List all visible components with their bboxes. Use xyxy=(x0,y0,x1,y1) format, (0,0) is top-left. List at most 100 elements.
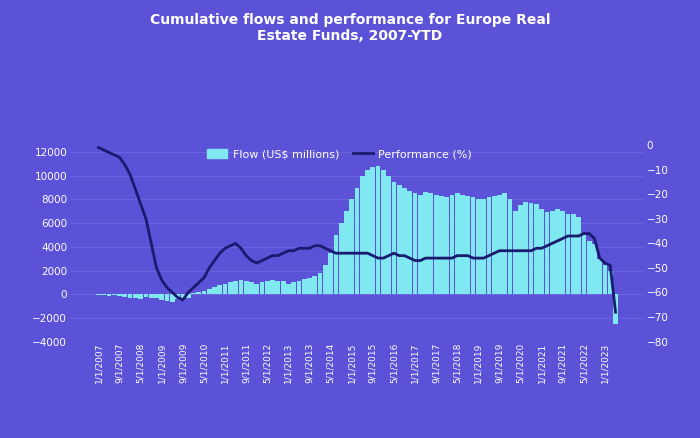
Bar xyxy=(265,281,270,294)
Bar xyxy=(613,294,618,324)
Bar xyxy=(370,167,375,294)
Bar xyxy=(127,294,132,298)
Bar xyxy=(508,199,512,294)
Bar xyxy=(276,281,280,294)
Bar xyxy=(365,170,370,294)
Bar xyxy=(102,294,106,295)
Bar xyxy=(318,273,323,294)
Text: Cumulative flows and performance for Europe Real
Estate Funds, 2007-YTD: Cumulative flows and performance for Eur… xyxy=(150,13,550,43)
Bar xyxy=(291,283,296,294)
Bar xyxy=(191,293,196,294)
Bar xyxy=(444,197,449,294)
Bar xyxy=(355,187,359,294)
Bar xyxy=(160,294,164,300)
Bar xyxy=(587,241,592,294)
Bar xyxy=(312,276,317,294)
Bar xyxy=(106,294,111,296)
Bar xyxy=(545,212,550,294)
Bar xyxy=(528,203,533,294)
Bar xyxy=(333,235,338,294)
Bar xyxy=(144,294,148,297)
Bar xyxy=(207,290,211,294)
Bar xyxy=(497,194,502,294)
Bar xyxy=(181,294,186,298)
Bar xyxy=(154,294,159,298)
Bar xyxy=(592,244,597,294)
Bar xyxy=(212,287,217,294)
Bar xyxy=(302,279,307,294)
Bar xyxy=(249,283,254,294)
Bar xyxy=(360,176,365,294)
Bar xyxy=(576,217,581,294)
Bar xyxy=(550,211,554,294)
Bar xyxy=(470,197,475,294)
Bar xyxy=(281,281,286,294)
Bar xyxy=(424,192,428,294)
Bar xyxy=(482,199,486,294)
Bar xyxy=(460,194,465,294)
Bar xyxy=(413,194,417,294)
Bar xyxy=(466,196,470,294)
Bar xyxy=(434,194,438,294)
Bar xyxy=(270,280,275,294)
Bar xyxy=(286,283,290,294)
Bar xyxy=(196,292,201,294)
Bar xyxy=(571,214,575,294)
Bar xyxy=(260,283,265,294)
Bar xyxy=(254,283,259,294)
Bar xyxy=(139,294,143,299)
Bar xyxy=(566,214,570,294)
Bar xyxy=(524,202,528,294)
Bar xyxy=(223,283,228,294)
Bar xyxy=(539,209,544,294)
Bar xyxy=(534,204,539,294)
Bar xyxy=(518,205,523,294)
Bar xyxy=(239,280,244,294)
Bar xyxy=(407,191,412,294)
Bar xyxy=(455,194,460,294)
Bar xyxy=(307,278,312,294)
Bar xyxy=(349,199,354,294)
Bar xyxy=(439,196,444,294)
Bar xyxy=(492,196,496,294)
Bar xyxy=(218,285,222,294)
Bar xyxy=(323,265,328,294)
Bar xyxy=(122,294,127,297)
Bar xyxy=(376,166,381,294)
Bar xyxy=(112,294,117,295)
Bar xyxy=(513,211,518,294)
Bar xyxy=(597,259,602,294)
Bar xyxy=(397,185,402,294)
Legend: Flow (US$ millions), Performance (%): Flow (US$ millions), Performance (%) xyxy=(204,146,475,163)
Bar xyxy=(149,294,153,298)
Bar xyxy=(344,211,349,294)
Bar xyxy=(244,281,248,294)
Bar xyxy=(391,182,396,294)
Bar xyxy=(603,265,608,294)
Bar xyxy=(428,194,433,294)
Bar xyxy=(486,197,491,294)
Bar xyxy=(186,294,190,298)
Bar xyxy=(170,294,175,302)
Bar xyxy=(133,294,138,298)
Bar xyxy=(582,235,587,294)
Bar xyxy=(117,294,122,296)
Bar xyxy=(449,194,454,294)
Bar xyxy=(96,294,101,295)
Bar xyxy=(418,194,423,294)
Bar xyxy=(328,253,333,294)
Bar xyxy=(476,199,481,294)
Bar xyxy=(339,223,344,294)
Bar xyxy=(402,187,407,294)
Bar xyxy=(228,283,232,294)
Bar xyxy=(561,211,565,294)
Bar xyxy=(175,294,180,299)
Bar xyxy=(202,291,206,294)
Bar xyxy=(503,194,507,294)
Bar xyxy=(381,170,386,294)
Bar xyxy=(608,271,612,294)
Bar xyxy=(555,209,560,294)
Bar xyxy=(386,176,391,294)
Bar xyxy=(297,281,301,294)
Bar xyxy=(233,281,238,294)
